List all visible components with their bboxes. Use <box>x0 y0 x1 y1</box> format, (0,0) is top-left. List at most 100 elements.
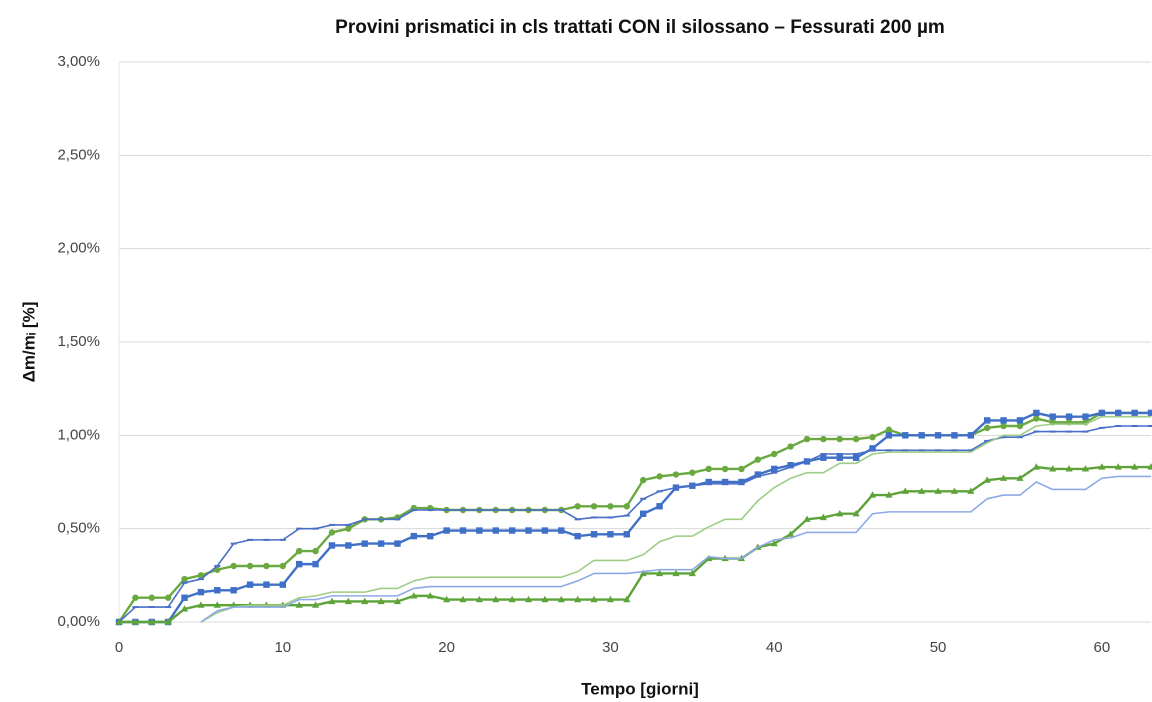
point <box>1049 465 1057 472</box>
point <box>820 454 827 461</box>
point <box>328 597 336 605</box>
point <box>476 527 483 534</box>
series-line <box>118 411 1151 623</box>
point <box>656 503 663 510</box>
point <box>263 581 270 588</box>
point <box>132 594 139 601</box>
point <box>345 525 352 532</box>
point <box>524 595 533 603</box>
point <box>1098 409 1106 417</box>
point <box>410 592 418 599</box>
point <box>426 592 434 599</box>
x-tick-label: 20 <box>438 639 455 656</box>
x-tick-label: 0 <box>115 639 123 656</box>
point <box>1000 422 1007 430</box>
point <box>967 487 975 494</box>
point <box>459 595 467 603</box>
point <box>689 469 696 476</box>
point <box>410 532 418 540</box>
point <box>197 588 205 596</box>
point <box>1081 465 1090 472</box>
x-tick-label: 50 <box>930 639 947 656</box>
x-tick-label: 30 <box>602 639 619 656</box>
series-line <box>118 425 1151 623</box>
point <box>623 595 631 603</box>
point <box>246 562 254 570</box>
point <box>131 618 139 625</box>
point <box>836 509 844 517</box>
point <box>1115 409 1122 417</box>
point <box>1131 409 1138 417</box>
y-axis-title: Δm/mᵢ [%] <box>19 302 38 383</box>
point <box>705 478 712 486</box>
point <box>230 587 237 594</box>
point <box>197 601 205 608</box>
point <box>295 560 303 568</box>
point <box>738 465 745 473</box>
point <box>639 510 647 517</box>
point <box>771 465 778 473</box>
point <box>787 530 795 537</box>
point <box>999 474 1008 481</box>
point <box>885 491 893 498</box>
point <box>869 445 876 452</box>
point <box>295 601 303 608</box>
y-tick-label: 1,00% <box>57 426 100 443</box>
point <box>607 531 614 538</box>
point <box>312 560 319 568</box>
point <box>1098 463 1106 470</box>
point <box>852 509 860 517</box>
point <box>115 618 123 625</box>
point <box>918 487 926 494</box>
point <box>672 471 680 478</box>
point <box>869 434 876 441</box>
point <box>492 527 499 534</box>
point <box>574 595 582 603</box>
point <box>1016 422 1024 430</box>
point <box>934 432 942 439</box>
point <box>164 618 172 625</box>
point <box>1131 463 1139 470</box>
point <box>590 531 598 538</box>
series-line <box>200 415 1151 623</box>
point <box>655 569 664 577</box>
x-tick-label: 40 <box>766 639 783 656</box>
point <box>541 595 549 603</box>
point <box>377 597 385 605</box>
point <box>393 597 402 605</box>
point <box>590 595 598 603</box>
point <box>1147 463 1152 470</box>
y-tick-label: 1,50% <box>57 333 100 350</box>
point <box>787 443 794 450</box>
point <box>475 595 483 603</box>
point <box>541 527 549 534</box>
point <box>508 595 516 603</box>
point <box>263 562 270 570</box>
point <box>344 597 352 605</box>
point <box>312 547 319 555</box>
point <box>836 435 843 443</box>
point <box>345 542 352 549</box>
point <box>934 487 942 494</box>
point <box>1049 413 1056 420</box>
point <box>754 471 762 478</box>
point <box>901 487 909 494</box>
point <box>950 487 959 494</box>
point <box>214 587 221 594</box>
point <box>1033 415 1040 422</box>
point <box>213 601 221 608</box>
point <box>983 476 991 483</box>
y-tick-label: 3,00% <box>57 53 100 70</box>
point <box>852 454 860 461</box>
x-axis-title: Tempo [giorni] <box>581 679 699 698</box>
x-tick-label: 60 <box>1094 639 1111 656</box>
y-tick-label: 0,50% <box>57 520 100 537</box>
point <box>148 618 156 625</box>
point <box>868 491 877 498</box>
point <box>394 540 401 547</box>
point <box>623 531 631 538</box>
point <box>1114 463 1122 470</box>
y-tick-label: 0,00% <box>57 613 100 630</box>
point <box>885 426 893 433</box>
